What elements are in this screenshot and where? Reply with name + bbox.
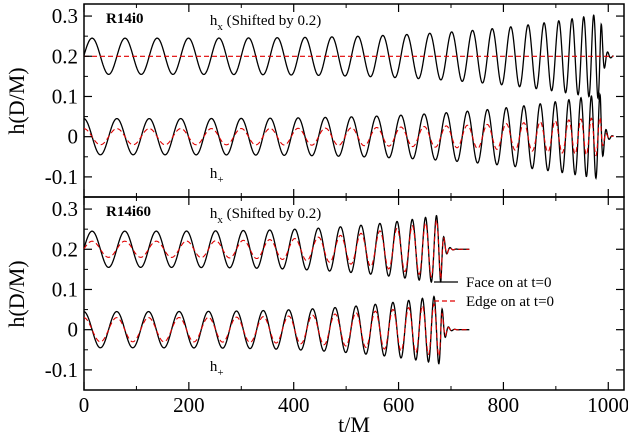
x-tick-label: 200 bbox=[173, 393, 205, 417]
y-tick-layer: -0.1 0 0.1 0.2 0.3 bbox=[45, 197, 624, 382]
x-tick-label: 1000 bbox=[587, 393, 628, 417]
panel-title: R14i60 bbox=[106, 204, 151, 220]
x-tick-layer bbox=[83, 4, 609, 197]
series-line-h+-edge-on bbox=[83, 116, 614, 157]
hplus-annotation: h+ bbox=[210, 359, 224, 379]
x-tick-label: 600 bbox=[383, 393, 415, 417]
y-tick-label: 0 bbox=[68, 318, 79, 342]
panel-r14i0: -0.1 0 0.1 0.2 0.3 R14i0 h(D/M) hx (Shifted … bbox=[4, 3, 625, 198]
plot-frame bbox=[83, 3, 625, 198]
y-tick-label: 0.1 bbox=[52, 277, 78, 301]
y-axis-title: h(D/M) bbox=[4, 260, 29, 327]
y-axis-title: h(D/M) bbox=[4, 67, 29, 134]
panel-r14i60: -0.100.10.20.3 0 200 400 600 800 1000 R14i60 … bbox=[4, 196, 628, 417]
y-tick-label: -0.1 bbox=[45, 358, 78, 382]
y-tick-label: 0.3 bbox=[52, 4, 78, 28]
panel-title: R14i0 bbox=[106, 11, 144, 27]
series-line-h+-face-on bbox=[83, 295, 470, 365]
y-tick-label: -0.1 bbox=[45, 165, 78, 189]
y-tick-label: 0.1 bbox=[52, 84, 78, 108]
series-line-hx-face-on bbox=[83, 14, 614, 100]
series-layer bbox=[83, 14, 614, 181]
hx-annotation: hx (Shifted by 0.2) bbox=[210, 206, 321, 226]
y-tick-layer: -0.1 0 0.1 0.2 0.3 bbox=[45, 4, 624, 189]
series-line-hx-face-on bbox=[83, 214, 470, 284]
x-tick-layer: 0 200 400 600 800 1000 bbox=[79, 197, 628, 417]
legend-label: Face on at t=0 bbox=[466, 275, 552, 291]
y-tick-label: 0.2 bbox=[52, 44, 78, 68]
x-tick-label: 400 bbox=[278, 393, 310, 417]
x-axis-title: t/M bbox=[338, 412, 370, 437]
hx-annotation: hx (Shifted by 0.2) bbox=[210, 13, 321, 33]
y-tick-label: 0.2 bbox=[52, 237, 78, 261]
x-tick-label: 800 bbox=[488, 393, 520, 417]
series-layer bbox=[83, 214, 470, 365]
plot-frame bbox=[83, 196, 625, 391]
series-line-h+-edge-on bbox=[83, 303, 470, 357]
hplus-annotation: h+ bbox=[210, 166, 224, 186]
legend: Face on at t=0 Edge on at t=0 bbox=[434, 275, 554, 310]
series-line-h+-face-on bbox=[83, 92, 614, 181]
annotation-layer: hx (Shifted by 0.2) h+ bbox=[210, 13, 321, 186]
annotation-layer: hx (Shifted by 0.2) h+ bbox=[210, 206, 321, 379]
series-line-hx-edge-on bbox=[83, 219, 470, 279]
y-tick-label: 0.3 bbox=[52, 197, 78, 221]
legend-label: Edge on at t=0 bbox=[466, 294, 554, 310]
y-tick-label: 0 bbox=[68, 125, 79, 149]
x-tick-label: 0 bbox=[79, 393, 90, 417]
